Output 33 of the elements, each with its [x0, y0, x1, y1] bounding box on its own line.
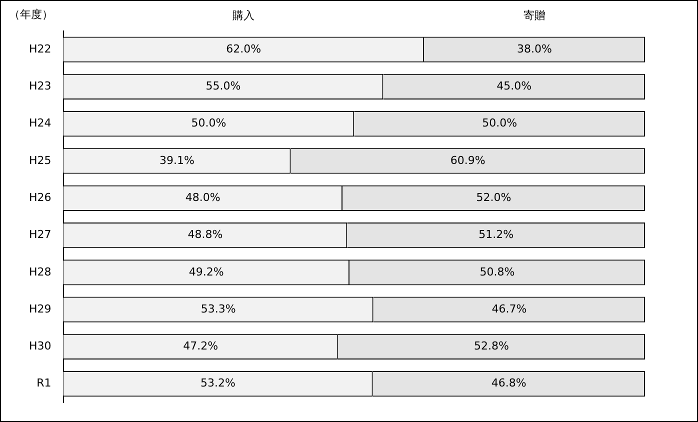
data-label: 51.2%: [478, 228, 514, 242]
data-label: 50.0%: [482, 116, 518, 130]
data-label: 46.7%: [492, 302, 527, 316]
y-tick-label: H27: [28, 228, 52, 242]
y-tick-label: H23: [28, 80, 52, 93]
series-label: 購入: [232, 8, 255, 22]
data-label: 39.1%: [160, 154, 194, 167]
data-label: 50.8%: [480, 265, 515, 278]
data-label: 53.2%: [200, 376, 236, 390]
data-label: 48.0%: [185, 190, 220, 204]
data-label: 46.8%: [491, 376, 526, 390]
data-label: 52.8%: [474, 340, 509, 353]
y-tick-label: H29: [28, 302, 52, 316]
data-label: 50.0%: [191, 116, 226, 130]
data-label: 53.3%: [200, 302, 236, 316]
data-label: 60.9%: [450, 154, 486, 167]
y-tick-label: H28: [28, 265, 52, 278]
series-label: 寄贈: [523, 8, 546, 22]
data-label: 52.0%: [476, 190, 512, 204]
data-label: 48.8%: [188, 228, 223, 242]
y-tick-label: H24: [28, 116, 52, 130]
y-tick-label: R1: [36, 376, 52, 390]
data-label: 45.0%: [496, 80, 532, 93]
y-tick-label: H26: [28, 190, 52, 204]
y-tick-label: H25: [28, 154, 52, 167]
data-label: 38.0%: [516, 42, 552, 56]
y-tick-label: H30: [28, 340, 52, 353]
y-axis-title: （年度）: [9, 8, 53, 21]
data-label: 49.2%: [188, 265, 224, 278]
data-label: 62.0%: [226, 42, 262, 56]
y-tick-label: H22: [28, 42, 52, 56]
data-label: 55.0%: [206, 80, 241, 93]
data-label: 47.2%: [183, 340, 218, 353]
